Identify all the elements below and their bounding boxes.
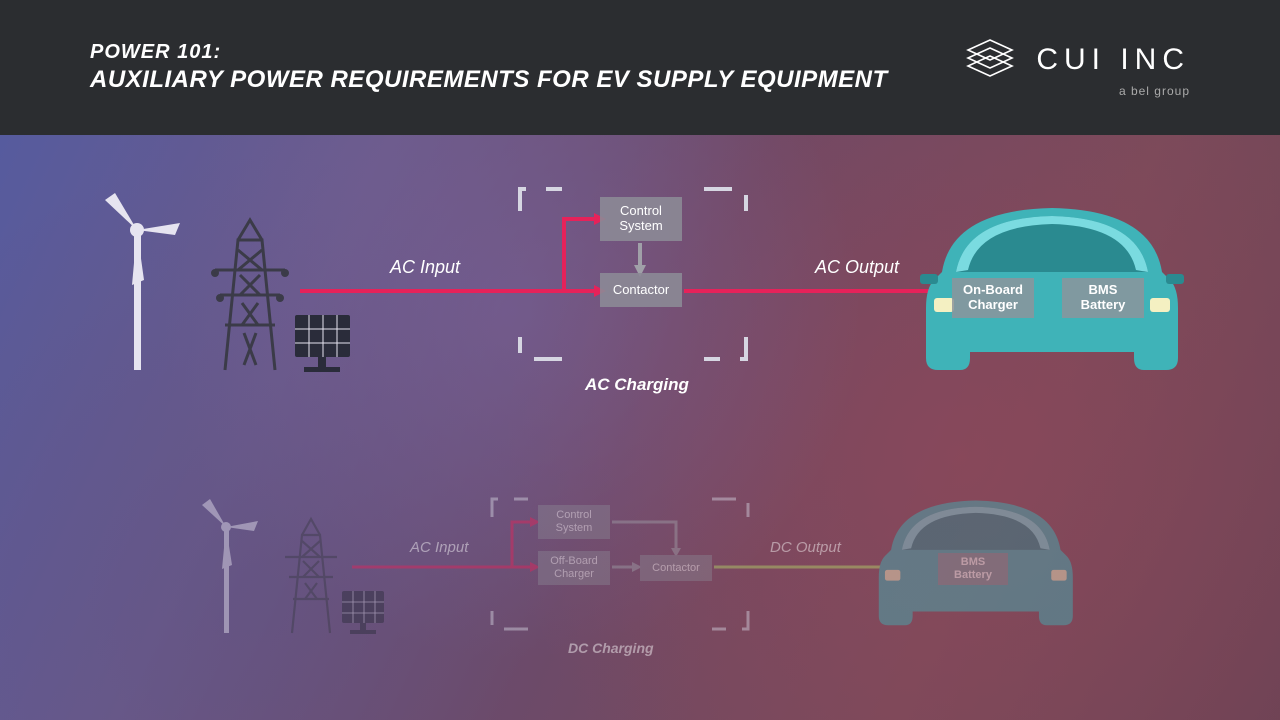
title-block: POWER 101: AUXILIARY POWER REQUIREMENTS …	[90, 41, 888, 94]
dc-input-label: AC Input	[410, 539, 468, 556]
logo-text: CUI INC	[1036, 43, 1190, 77]
title-main: AUXILIARY POWER REQUIREMENTS FOR EV SUPP…	[90, 66, 888, 94]
ac-caption: AC Charging	[585, 375, 689, 395]
ac-control-box: ControlSystem	[600, 197, 682, 241]
dc-contactor-box: Contactor	[640, 555, 712, 581]
title-pre: POWER 101:	[90, 41, 888, 64]
dc-output-label: DC Output	[770, 539, 841, 556]
ac-input-label: AC Input	[390, 257, 460, 278]
dc-control-box: ControlSystem	[538, 505, 610, 539]
logo-sub: a bel group	[962, 84, 1190, 98]
dc-offboard-box: Off-BoardCharger	[538, 551, 610, 585]
ac-diagram: ControlSystem Contactor AC Input AC Outp…	[0, 135, 1280, 435]
ac-car-onboard-box: On-BoardCharger	[952, 278, 1034, 318]
header: POWER 101: AUXILIARY POWER REQUIREMENTS …	[0, 0, 1280, 135]
ac-car-bms-box: BMSBattery	[1062, 278, 1144, 318]
dc-diagram: ControlSystem Off-BoardCharger Contactor…	[0, 465, 1280, 720]
dc-caption: DC Charging	[568, 640, 654, 656]
ac-output-label: AC Output	[815, 257, 899, 278]
logo-block: CUI INC a bel group	[962, 38, 1190, 98]
cui-logo-icon	[962, 38, 1018, 82]
content-area: ControlSystem Contactor AC Input AC Outp…	[0, 135, 1280, 720]
dc-car-bms-box: BMSBattery	[938, 553, 1008, 585]
ac-contactor-box: Contactor	[600, 273, 682, 307]
